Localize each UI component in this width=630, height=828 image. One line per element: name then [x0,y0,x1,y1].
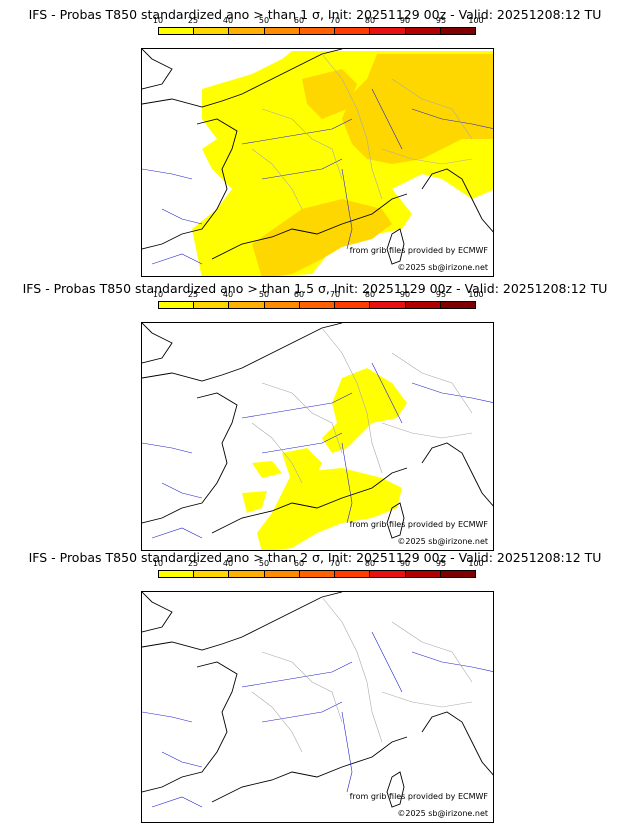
panel-title: IFS - Probas T850 standardized ano > tha… [28,7,602,22]
colorbar-swatch [299,571,336,577]
colorbar-tick: 60 [293,16,305,25]
colorbar: 10 25 40 50 60 70 80 90 95 100 [153,559,484,578]
rivers [142,631,493,808]
colorbar-tick: 60 [293,290,305,299]
colorbar-tick: 90 [399,16,411,25]
colorbar-tick: 10 [152,559,164,568]
map-panel-1: IFS - Probas T850 standardized ano > tha… [0,0,630,277]
map-graphic [142,323,493,550]
colorbar-tick: 10 [152,16,164,25]
map-panel-3: IFS - Probas T850 standardized ano > tha… [0,543,630,823]
colorbar-tick: 70 [329,559,341,568]
colorbar-swatch [440,571,475,577]
colorbar-swatch [159,302,195,308]
colorbar-tick: 40 [222,290,234,299]
colorbar-boxes [158,570,476,578]
colorbar-boxes [158,301,476,309]
colorbar-swatch [159,28,195,34]
colorbar-tick-labels: 10 25 40 50 60 70 80 90 95 100 [153,559,484,569]
colorbar-tick: 80 [364,559,376,568]
colorbar-tick: 100 [468,559,484,568]
colorbar-tick: 25 [187,559,199,568]
colorbar-tick: 40 [222,559,234,568]
colorbar-swatch [264,571,300,577]
colorbar-swatch [299,28,336,34]
copyright-credit: ©2025 sb@irizone.net [397,263,488,272]
probability-area-large [192,51,493,276]
colorbar-swatch [405,302,441,308]
map-graphic [142,49,493,276]
colorbar-swatch [405,28,441,34]
colorbar-swatch [335,302,371,308]
probability-area-medium [242,368,407,550]
colorbar-tick-labels: 10 25 40 50 60 70 80 90 95 100 [153,16,484,26]
colorbar-tick: 70 [329,290,341,299]
colorbar-tick: 60 [293,559,305,568]
colorbar-swatch [440,302,475,308]
rivers [142,88,493,265]
probability-map: from grib files provided by ECMWF ©2025 … [141,322,494,551]
colorbar-tick: 80 [364,290,376,299]
colorbar-swatch [194,571,230,577]
colorbar-tick: 10 [152,290,164,299]
colorbar-swatch [370,28,406,34]
coastline [142,49,493,265]
colorbar-swatch [405,571,441,577]
colorbar-tick: 50 [258,290,270,299]
colorbar-tick-labels: 10 25 40 50 60 70 80 90 95 100 [153,290,484,300]
colorbar-swatch [194,28,230,34]
colorbar-swatch [370,302,406,308]
country-borders [251,596,473,753]
colorbar-tick: 95 [435,559,447,568]
colorbar-tick: 80 [364,16,376,25]
colorbar-boxes [158,27,476,35]
source-credit: from grib files provided by ECMWF [349,520,488,529]
colorbar-swatch [299,302,336,308]
colorbar-tick: 40 [222,16,234,25]
colorbar-tick: 100 [468,290,484,299]
colorbar-tick: 90 [399,290,411,299]
colorbar-swatch [264,302,300,308]
probability-map: from grib files provided by ECMWF ©2025 … [141,48,494,277]
probability-map: from grib files provided by ECMWF ©2025 … [141,591,494,823]
colorbar-swatch [440,28,475,34]
colorbar-swatch [335,571,371,577]
colorbar-swatch [229,571,265,577]
coastline [142,323,493,539]
colorbar-swatch [264,28,300,34]
colorbar-tick: 25 [187,290,199,299]
colorbar-tick: 25 [187,16,199,25]
colorbar: 10 25 40 50 60 70 80 90 95 100 [153,16,484,35]
colorbar-swatch [159,571,195,577]
colorbar-tick: 50 [258,16,270,25]
colorbar-tick: 70 [329,16,341,25]
country-borders [251,53,473,210]
colorbar-swatch [335,28,371,34]
source-credit: from grib files provided by ECMWF [349,246,488,255]
colorbar-tick: 90 [399,559,411,568]
map-panel-2: IFS - Probas T850 standardized ano > tha… [0,274,630,551]
map-graphic [142,592,493,808]
rivers [142,362,493,539]
colorbar-swatch [370,571,406,577]
source-credit: from grib files provided by ECMWF [349,792,488,801]
colorbar-swatch [229,302,265,308]
colorbar-tick: 100 [468,16,484,25]
colorbar-tick: 95 [435,290,447,299]
panel-title: IFS - Probas T850 standardized ano > tha… [28,550,602,565]
panel-title: IFS - Probas T850 standardized ano > tha… [22,281,608,296]
copyright-credit: ©2025 sb@irizone.net [397,537,488,546]
country-borders [251,327,473,484]
coastline [142,592,493,808]
colorbar-swatch [194,302,230,308]
copyright-credit: ©2025 sb@irizone.net [397,809,488,818]
colorbar-tick: 95 [435,16,447,25]
colorbar-tick: 50 [258,559,270,568]
colorbar-swatch [229,28,265,34]
colorbar: 10 25 40 50 60 70 80 90 95 100 [153,290,484,309]
